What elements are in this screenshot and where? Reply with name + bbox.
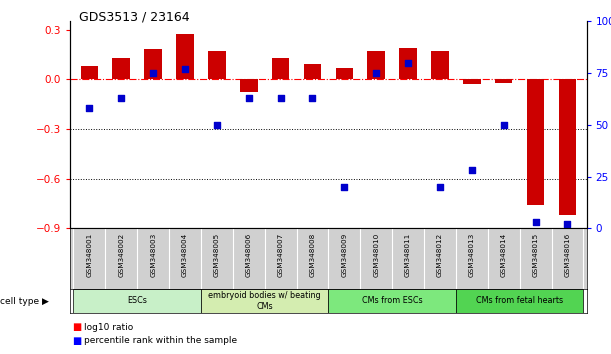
Text: GSM348014: GSM348014 (500, 233, 507, 277)
Point (340, 184, 349, 190)
Bar (112, 58, 130, 79)
Text: GSM348016: GSM348016 (565, 233, 571, 277)
Bar (73, 289, 201, 313)
Text: GSM348007: GSM348007 (277, 233, 284, 277)
Bar (558, 79, 576, 215)
Point (212, 122, 222, 127)
Bar (272, 58, 290, 79)
Text: ■: ■ (72, 336, 81, 346)
Point (435, 184, 445, 190)
Text: cell type ▶: cell type ▶ (0, 297, 49, 306)
Bar (201, 289, 329, 313)
Point (307, 95, 317, 101)
Text: GSM348004: GSM348004 (182, 233, 188, 277)
Text: GSM348009: GSM348009 (342, 233, 347, 277)
Text: ESCs: ESCs (127, 296, 147, 306)
Point (116, 95, 126, 101)
Point (531, 219, 541, 225)
Point (148, 70, 158, 76)
Bar (463, 79, 481, 84)
Bar (495, 79, 513, 82)
Text: GSM348010: GSM348010 (373, 233, 379, 277)
Point (180, 66, 190, 72)
Text: percentile rank within the sample: percentile rank within the sample (84, 336, 238, 345)
Text: GSM348012: GSM348012 (437, 233, 443, 277)
Text: log10 ratio: log10 ratio (84, 323, 134, 332)
Bar (431, 51, 448, 79)
Text: GSM348001: GSM348001 (86, 233, 92, 277)
Text: GSM348002: GSM348002 (119, 233, 124, 277)
Bar (81, 66, 98, 79)
Text: GDS3513 / 23164: GDS3513 / 23164 (79, 11, 190, 24)
Text: GSM348003: GSM348003 (150, 233, 156, 277)
Text: GSM348005: GSM348005 (214, 233, 220, 277)
Text: CMs from fetal hearts: CMs from fetal hearts (476, 296, 563, 306)
Bar (367, 51, 385, 79)
Text: GSM348013: GSM348013 (469, 233, 475, 277)
Text: GSM348011: GSM348011 (405, 233, 411, 277)
Text: GSM348008: GSM348008 (310, 233, 315, 277)
Text: ■: ■ (72, 322, 81, 332)
Text: GSM348015: GSM348015 (533, 233, 538, 277)
Bar (304, 64, 321, 79)
Bar (329, 289, 456, 313)
Point (276, 95, 285, 101)
Point (403, 60, 413, 65)
Bar (208, 51, 225, 79)
Text: GSM348006: GSM348006 (246, 233, 252, 277)
Bar (144, 50, 162, 79)
Point (563, 221, 573, 227)
Point (499, 122, 508, 127)
Bar (335, 68, 353, 79)
Bar (240, 79, 257, 92)
Bar (527, 79, 544, 205)
Point (84, 105, 94, 111)
Text: CMs from ESCs: CMs from ESCs (362, 296, 422, 306)
Bar (176, 34, 194, 79)
Bar (400, 48, 417, 79)
Bar (456, 289, 584, 313)
Point (371, 70, 381, 76)
Point (467, 167, 477, 173)
Text: embryoid bodies w/ beating
CMs: embryoid bodies w/ beating CMs (208, 291, 321, 310)
Point (244, 95, 254, 101)
